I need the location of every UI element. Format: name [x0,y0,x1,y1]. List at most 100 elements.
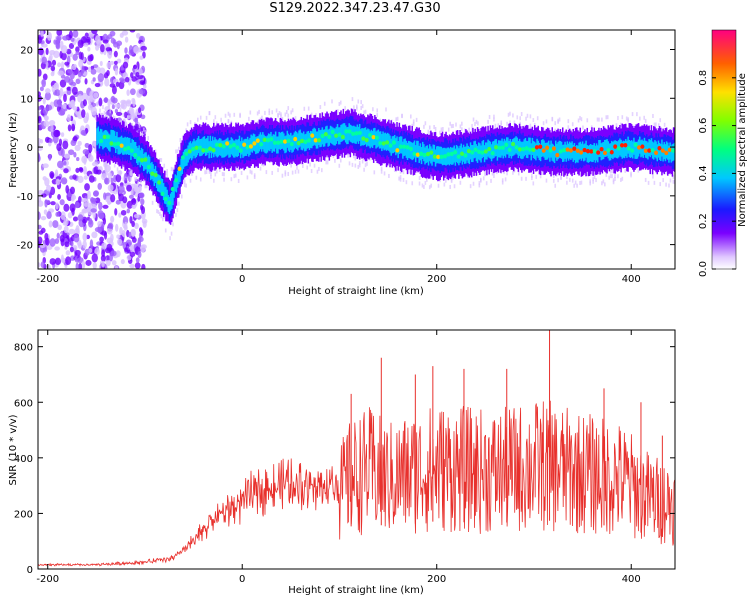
haze-cell [450,178,453,183]
noise-blob [81,155,88,164]
noise-blob [63,217,69,226]
ridge-cell [468,147,471,165]
ridge-cell [204,138,207,156]
ridge-spot [180,155,185,160]
haze-cell [332,154,335,159]
ridge-spot [531,147,536,152]
noise-blob [40,261,45,268]
haze-cell [205,170,208,175]
ridge-cell [655,141,657,159]
ridge-spot [368,132,373,138]
noise-blob [57,62,62,68]
haze-cell [218,167,221,172]
ridge-spot [266,138,271,143]
haze-cell [268,108,271,113]
noise-blob [106,227,113,235]
ridge-cell [549,144,551,162]
noise-blob [59,199,65,206]
haze-cell [491,171,494,176]
haze-cell [461,127,463,132]
haze-cell [364,163,367,168]
ridge-cell [592,144,594,162]
haze-cell [164,170,167,175]
ridge-cell [491,141,494,159]
colorbar-tick-label: 0.4 [698,165,709,181]
noise-blob [69,246,74,253]
noise-blob [94,35,101,45]
ridge-cell [181,156,184,175]
ridge-cell [625,139,627,157]
ridge-cell [232,140,235,158]
haze-cell [126,115,129,120]
ridge-cell [231,138,234,156]
noise-blob [78,51,83,60]
noise-blob [59,234,65,243]
noise-blob [57,224,63,231]
noise-blob [63,153,71,159]
haze-cell [488,114,491,119]
ridge-spot [157,180,162,185]
haze-cell [357,99,360,104]
noise-blob [122,216,129,225]
noise-blob [82,208,87,214]
haze-cell [568,177,571,182]
ridge-cell [332,127,334,145]
ridge-cell [132,139,135,158]
noise-blob [38,138,42,144]
ridge-cell [461,147,464,165]
haze-cell [259,166,262,171]
noise-blob [138,227,143,233]
ridge-cell [446,147,448,165]
ridge-spot [361,136,366,141]
ridge-cell [341,124,343,142]
haze-cell [606,115,609,120]
haze-cell [477,121,479,126]
haze-cell [321,168,323,173]
haze-cell [233,112,236,117]
haze-cell [509,111,511,116]
haze-cell [423,184,425,189]
haze-cell [639,116,641,121]
haze-cell [113,163,116,168]
haze-cell [480,177,482,182]
haze-cell [277,168,279,173]
noise-blob [100,44,105,53]
colorbar [711,29,737,270]
haze-cell [605,115,608,120]
noise-blob [103,192,107,200]
noise-blob [52,220,59,228]
haze-cell [576,183,578,188]
haze-cell [287,106,290,111]
haze-cell [493,114,495,119]
ridge-cell [215,139,217,157]
noise-blob [44,115,49,121]
ridge-cell [155,170,158,188]
ridge-cell [147,154,150,172]
haze-cell [145,184,148,189]
ridge-cell [182,151,185,169]
ridge-cell [371,130,374,148]
colorbar-tick-label: 0.6 [698,118,709,134]
ridge-spot [660,148,665,153]
noise-blob [77,140,82,146]
ridge-cell [636,141,639,159]
noise-blob [115,81,120,88]
ridge-cell [146,156,149,174]
ridge-cell [276,136,278,154]
ridge-cell [575,145,578,163]
noise-blob [45,47,49,56]
ridge-cell [459,145,461,163]
noise-blob [69,71,75,80]
haze-cell [571,122,574,127]
noise-blob [88,217,93,225]
snr-ylabel: SNR (10 * v/v) [8,414,19,485]
haze-cell [366,161,368,166]
haze-cell [186,122,189,127]
ridge-spot [545,145,550,150]
noise-blob [87,104,93,111]
noise-blob [51,85,56,93]
ridge-spot [201,148,206,153]
noise-blob [128,231,132,239]
ridge-spot [671,148,675,153]
noise-blob [107,99,111,108]
